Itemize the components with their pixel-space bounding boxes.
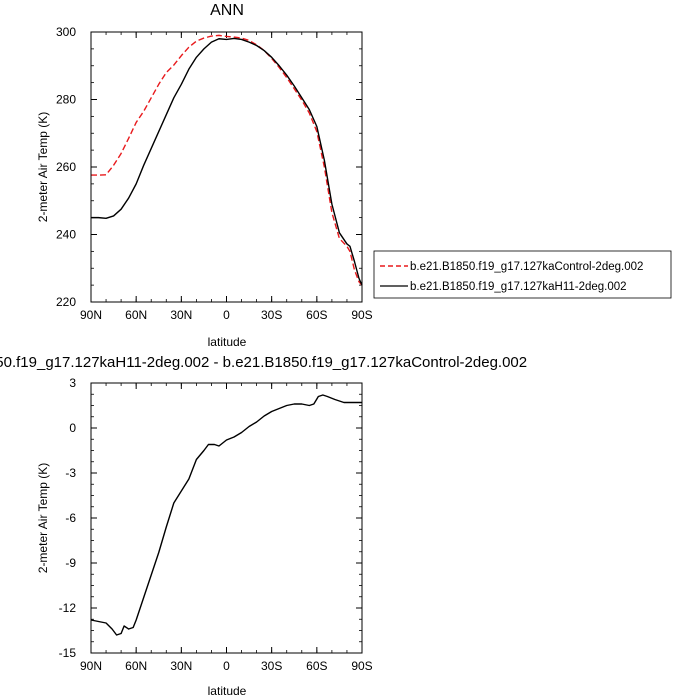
top-y-axis-label: 2-meter Air Temp (K) [36, 112, 50, 222]
top-y-tick-label: 260 [56, 160, 76, 174]
bottom-chart-title: b.e21.B1850.f19_g17.127kaH11-2deg.002 - … [0, 354, 527, 371]
top-x-axis-label: latitude [208, 335, 247, 349]
bottom-x-axis-label: latitude [208, 684, 247, 698]
top-x-tick-label: 60S [306, 308, 327, 322]
top-plot-area: 90N 60N 30N 0 30S 60S 90S 220 240 260 280 300 [56, 25, 373, 322]
legend-box [373, 250, 672, 299]
top-plot-frame [90, 31, 363, 303]
bottom-y-tick-label: -12 [59, 601, 77, 615]
top-x-tick-label: 0 [223, 308, 230, 322]
top-x-tick-label: 90S [351, 308, 372, 322]
bottom-x-tick-label: 60N [125, 659, 147, 673]
top-x-tick-label: 90N [80, 308, 102, 322]
bottom-y-tick-label: -3 [65, 466, 76, 480]
top-chart-title: ANN [210, 2, 244, 19]
bottom-y-tick-label: -9 [65, 556, 76, 570]
bottom-plot-area: 90N 60N 30N 0 30S 60S 90S 3 0 -3 -6 -9 -12 -15 [59, 376, 373, 673]
top-panel: ANN 2-meter Air Temp (K) latitude 90N 60N… [36, 2, 373, 349]
bottom-y-tick-label: -15 [59, 646, 77, 660]
bottom-y-axis-label: 2-meter Air Temp (K) [36, 463, 50, 573]
top-y-tick-label: 240 [56, 228, 76, 242]
legend: b.e21.B1850.f19_g17.127kaControl-2deg.00… [373, 250, 672, 299]
top-y-tick-label: 300 [56, 25, 76, 39]
legend-label-control: b.e21.B1850.f19_g17.127kaControl-2deg.00… [410, 261, 643, 273]
top-y-tick-label: 220 [56, 295, 76, 309]
bottom-x-tick-label: 90N [80, 659, 102, 673]
legend-label-h11: b.e21.B1850.f19_g17.127kaH11-2deg.002 [410, 281, 627, 293]
top-x-tick-label: 30S [261, 308, 282, 322]
bottom-x-tick-label: 90S [351, 659, 372, 673]
top-y-tick-label: 280 [56, 93, 76, 107]
bottom-x-tick-label: 30N [170, 659, 192, 673]
bottom-panel: b.e21.B1850.f19_g17.127kaH11-2deg.002 - … [0, 354, 527, 698]
bottom-y-tick-label: -6 [65, 511, 76, 525]
top-x-tick-label: 30N [170, 308, 192, 322]
bottom-x-tick-label: 30S [261, 659, 282, 673]
top-series-line-0 [91, 34, 363, 286]
bottom-x-tick-label: 0 [223, 659, 230, 673]
bottom-y-tick-label: 0 [69, 421, 76, 435]
bottom-x-tick-label: 60S [306, 659, 327, 673]
top-x-tick-label: 60N [125, 308, 147, 322]
bottom-plot-frame [90, 382, 363, 654]
bottom-series-line-0 [90, 394, 362, 636]
bottom-y-tick-label: 3 [69, 376, 76, 390]
top-series-line-1 [91, 37, 363, 286]
